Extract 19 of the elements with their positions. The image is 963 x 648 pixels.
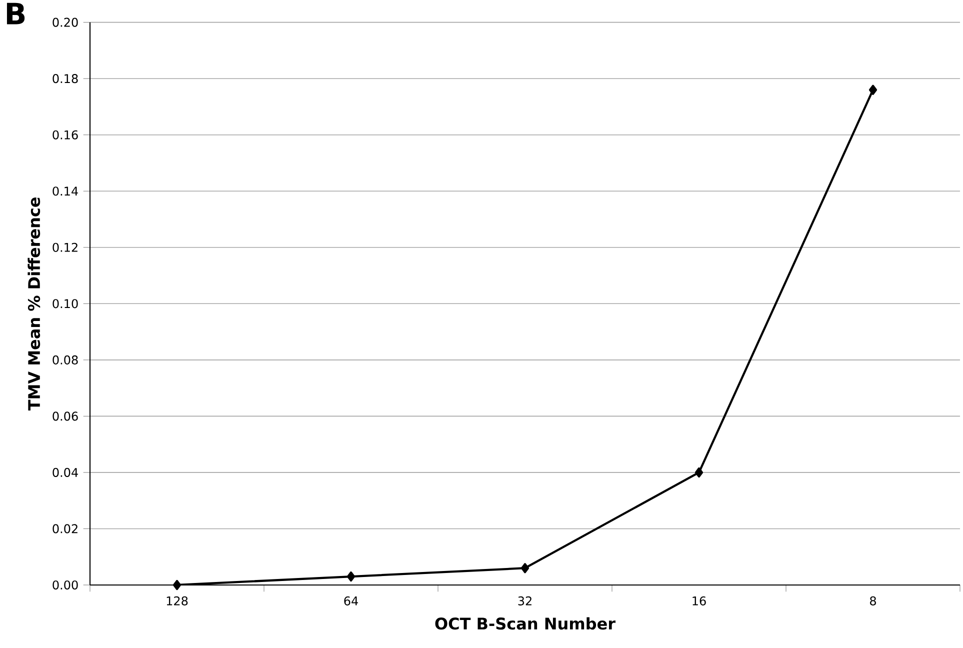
x-axis-title: OCT B-Scan Number [435,617,616,630]
x-tick-label: 16 [692,596,706,606]
y-tick-label: 0.00 [52,580,78,590]
y-tick-label: 0.20 [52,18,78,27]
y-axis-title: TMV Mean % Difference [28,197,40,411]
x-tick-label: 64 [344,596,358,606]
y-tick-label: 0.02 [52,524,78,534]
y-tick-label: 0.14 [52,186,78,196]
y-tick-label: 0.04 [52,468,78,477]
y-tick-label: 0.08 [52,355,78,364]
x-tick-label: 32 [518,596,532,606]
y-tick-label: 0.10 [52,299,78,308]
y-tick-label: 0.18 [52,74,78,84]
y-tick-label: 0.16 [52,130,78,140]
y-tick-label: 0.06 [52,412,78,421]
y-tick-label: 0.12 [52,242,78,252]
text: B [6,2,25,24]
x-tick-label: 128 [166,596,188,606]
x-tick-label: 8 [870,596,876,606]
